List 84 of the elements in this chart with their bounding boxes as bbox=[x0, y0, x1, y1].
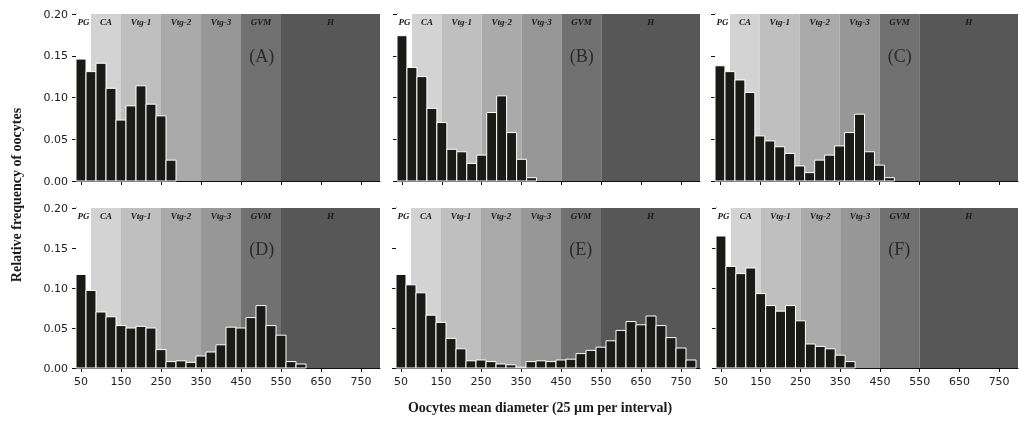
x-tick-label: 550 bbox=[909, 375, 931, 388]
band-label: H bbox=[964, 210, 974, 221]
band-label: PG bbox=[397, 210, 410, 221]
band-label: Vtg-2 bbox=[490, 210, 512, 221]
band-label: H bbox=[964, 16, 974, 27]
band-label: Vtg-1 bbox=[770, 210, 791, 221]
x-axis-title: Oocytes mean diameter (25 µm per interval) bbox=[406, 399, 674, 417]
band-label: H bbox=[325, 210, 335, 221]
x-tick-label: 750 bbox=[670, 375, 692, 388]
x-tick-label: 150 bbox=[750, 375, 772, 388]
band-label: CA bbox=[739, 210, 752, 221]
x-tick-label: 250 bbox=[789, 375, 811, 388]
x-tick-label: 650 bbox=[630, 375, 652, 388]
band-label: GVM bbox=[571, 16, 593, 27]
x-tick-label: 150 bbox=[110, 375, 132, 388]
band-label: Vtg-3 bbox=[531, 16, 553, 27]
band-label: GVM bbox=[250, 16, 273, 27]
y-tick-label: 0.10 bbox=[43, 281, 68, 295]
x-tick-label: 50 bbox=[74, 375, 88, 388]
x-tick-label: 450 bbox=[230, 375, 252, 388]
band-label: Vtg-1 bbox=[769, 16, 791, 27]
band-label: GVM bbox=[570, 210, 593, 221]
x-tick-label: 50 bbox=[394, 375, 408, 388]
band-label: PG bbox=[77, 210, 90, 221]
band-label: Vtg-3 bbox=[849, 16, 871, 27]
band-label: PG bbox=[716, 16, 729, 27]
y-tick-label: 0.20 bbox=[43, 201, 68, 215]
y-tick-label: 0.05 bbox=[43, 321, 68, 335]
band-label: CA bbox=[420, 16, 433, 27]
band-label: Vtg-2 bbox=[170, 210, 192, 221]
x-tick-label: 150 bbox=[430, 375, 452, 388]
y-tick-label: 0.15 bbox=[43, 49, 68, 63]
y-axis-title: Relative frequency of oocytes bbox=[8, 106, 25, 285]
band-label: Vtg-1 bbox=[130, 210, 152, 221]
y-tick-label: 0.15 bbox=[43, 241, 68, 255]
band-label: Vtg-2 bbox=[491, 16, 513, 27]
x-tick-label: 750 bbox=[350, 375, 372, 388]
annotation: (B) bbox=[569, 46, 594, 68]
x-tick-label: 550 bbox=[590, 375, 612, 388]
band-label: Vtg-3 bbox=[849, 210, 871, 221]
y-tick-label: 0.10 bbox=[43, 91, 68, 104]
band-label: Vtg-3 bbox=[210, 16, 232, 27]
annotation: (C) bbox=[887, 46, 912, 68]
annotation: (A) bbox=[249, 46, 275, 68]
y-tick-label: 0.20 bbox=[43, 7, 68, 21]
annotation: (F) bbox=[888, 239, 911, 260]
x-tick-label: 250 bbox=[150, 375, 172, 388]
band-label: PG bbox=[717, 210, 730, 221]
annotation: (D) bbox=[249, 239, 275, 260]
band-label: CA bbox=[99, 16, 113, 27]
band-label: Vtg-1 bbox=[130, 16, 152, 27]
band-label: GVM bbox=[889, 210, 912, 221]
y-tick-label: 0.05 bbox=[43, 132, 68, 146]
band-label: CA bbox=[419, 210, 433, 221]
x-tick-label: 350 bbox=[829, 375, 851, 388]
x-tick-label: 550 bbox=[270, 375, 292, 388]
x-tick-label: 450 bbox=[550, 375, 572, 388]
band-label: Vtg-3 bbox=[530, 210, 552, 221]
x-tick-label: 50 bbox=[713, 375, 728, 388]
annotation: (E) bbox=[569, 239, 593, 260]
band-label: Vtg-2 bbox=[810, 210, 832, 221]
band-label: Vtg-1 bbox=[450, 210, 472, 221]
x-tick-label: 350 bbox=[190, 375, 212, 388]
band-label: Vtg-1 bbox=[451, 16, 473, 27]
x-tick-label: 450 bbox=[869, 375, 891, 388]
x-tick-label: 250 bbox=[470, 375, 492, 388]
x-tick-label: 650 bbox=[310, 375, 332, 388]
band-label: PG bbox=[77, 16, 90, 27]
band-label: H bbox=[645, 210, 655, 221]
band-label: H bbox=[646, 16, 656, 27]
band-label: H bbox=[325, 16, 335, 27]
y-tick-label: 0.00 bbox=[43, 174, 68, 188]
band-label: Vtg-3 bbox=[210, 210, 232, 221]
band-label: Vtg-2 bbox=[170, 16, 192, 27]
band-label: CA bbox=[99, 210, 113, 221]
x-tick-label: 750 bbox=[988, 375, 1010, 388]
x-tick-label: 650 bbox=[948, 375, 970, 388]
band-label: Vtg-2 bbox=[809, 16, 831, 27]
band-label: GVM bbox=[250, 210, 273, 221]
band-label: PG bbox=[398, 16, 411, 27]
band-label: GVM bbox=[889, 16, 911, 27]
band-label: CA bbox=[738, 16, 751, 27]
x-tick-label: 350 bbox=[510, 375, 532, 388]
y-tick-label: 0.00 bbox=[43, 361, 68, 375]
